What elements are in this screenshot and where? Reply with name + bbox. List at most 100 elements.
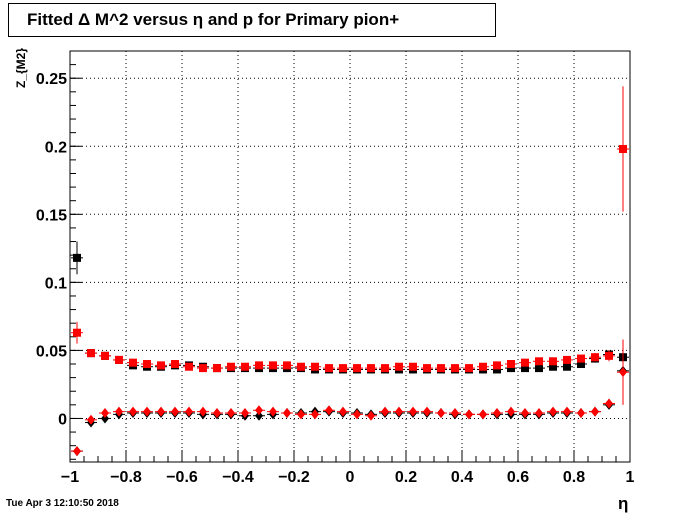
y-tick-label: 0.2 [45, 139, 67, 156]
data-point-diamond [143, 406, 151, 417]
x-tick-label: −0.6 [166, 469, 198, 486]
data-point-square [171, 360, 179, 369]
data-point-square [577, 354, 585, 363]
data-point-square [521, 364, 529, 373]
data-point-square [227, 362, 235, 371]
data-point-square [395, 362, 403, 371]
data-point-square [73, 253, 81, 262]
data-point-square [507, 360, 515, 369]
data-point-diamond [87, 414, 95, 425]
x-axis-label: η [618, 494, 629, 513]
data-point-square [535, 364, 543, 373]
data-point-square [297, 362, 305, 371]
data-point-square [143, 360, 151, 369]
data-point-diamond [269, 406, 277, 417]
data-point-diamond [549, 406, 557, 417]
data-point-diamond [535, 408, 543, 419]
data-point-diamond [563, 406, 571, 417]
x-tick-label: 0.6 [507, 469, 529, 486]
data-point-diamond [395, 406, 403, 417]
data-point-diamond [171, 406, 179, 417]
y-tick-label: 0.05 [36, 343, 67, 360]
data-point-square [619, 144, 627, 153]
data-point-diamond [73, 446, 81, 457]
data-point-square [255, 361, 263, 370]
x-tick-label: 1 [626, 469, 635, 486]
x-tick-label: −0.8 [110, 469, 142, 486]
data-point-square [521, 358, 529, 367]
data-point-diamond [381, 406, 389, 417]
data-point-square [73, 328, 81, 337]
data-point-square [283, 361, 291, 370]
data-point-diamond [423, 406, 431, 417]
data-point-square [353, 364, 361, 373]
y-tick-label: 0 [58, 411, 67, 428]
chart-title: Fitted Δ M^2 versus η and p for Primary … [8, 3, 496, 37]
data-point-diamond [283, 408, 291, 419]
data-point-diamond [255, 405, 263, 416]
y-tick-label: 0.25 [36, 71, 67, 88]
data-point-square [339, 364, 347, 373]
data-point-square [451, 364, 459, 373]
data-point-diamond [451, 408, 459, 419]
data-point-diamond [577, 408, 585, 419]
data-point-square [409, 362, 417, 371]
data-point-diamond [325, 405, 333, 416]
data-point-square [591, 353, 599, 362]
timestamp: Tue Apr 3 12:10:50 2018 [6, 498, 119, 509]
data-point-diamond [213, 408, 221, 419]
data-point-square [381, 364, 389, 373]
data-point-square [423, 364, 431, 373]
data-point-square [129, 358, 137, 367]
data-point-diamond [115, 406, 123, 417]
data-point-diamond [255, 410, 263, 421]
data-point-square [479, 362, 487, 371]
data-point-square [101, 351, 109, 360]
y-tick-label: 0.1 [45, 275, 67, 292]
data-point-square [325, 364, 333, 373]
data-point-square [115, 355, 123, 364]
data-point-square [605, 351, 613, 360]
data-point-square [437, 364, 445, 373]
data-point-diamond [353, 409, 361, 420]
data-point-square [199, 364, 207, 373]
x-tick-label: −1 [61, 469, 79, 486]
data-point-diamond [437, 408, 445, 419]
data-point-diamond [591, 406, 599, 417]
data-point-square [563, 355, 571, 364]
data-point-diamond [297, 409, 305, 420]
data-point-square [311, 362, 319, 371]
data-point-square [535, 357, 543, 366]
x-tick-label: −0.2 [278, 469, 310, 486]
x-tick-label: 0.8 [563, 469, 585, 486]
data-point-square [157, 361, 165, 370]
data-point-square [241, 362, 249, 371]
data-point-diamond [619, 367, 627, 378]
x-tick-label: −0.4 [222, 469, 254, 486]
x-tick-label: 0.4 [451, 469, 473, 486]
data-point-square [493, 361, 501, 370]
data-point-diamond [101, 413, 109, 424]
data-point-diamond [185, 406, 193, 417]
data-point-diamond [521, 408, 529, 419]
data-point-diamond [465, 409, 473, 420]
data-point-square [213, 364, 221, 373]
data-point-diamond [493, 408, 501, 419]
data-point-diamond [409, 406, 417, 417]
data-point-diamond [157, 406, 165, 417]
y-axis-label: Z_{M2} [14, 47, 28, 88]
data-point-diamond [507, 406, 515, 417]
plot-frame [69, 50, 631, 463]
y-tick-label: 0.15 [36, 207, 67, 224]
data-point-square [549, 362, 557, 371]
data-point-square [87, 349, 95, 358]
data-point-diamond [129, 406, 137, 417]
data-point-square [577, 360, 585, 369]
data-point-diamond [241, 408, 249, 419]
data-point-square [269, 361, 277, 370]
data-point-square [367, 364, 375, 373]
x-tick-label: 0.2 [395, 469, 417, 486]
data-point-diamond [311, 409, 319, 420]
data-point-diamond [339, 406, 347, 417]
data-point-square [549, 357, 557, 366]
